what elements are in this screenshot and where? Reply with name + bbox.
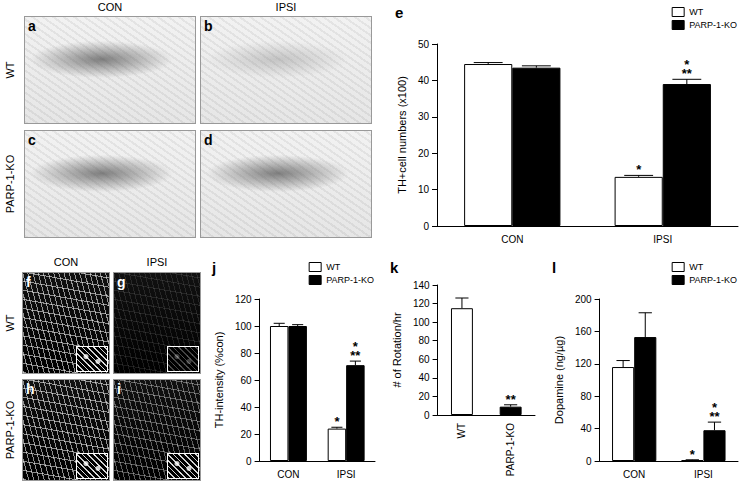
svg-text:20: 20 <box>418 148 430 159</box>
svg-text:IPSI: IPSI <box>694 469 713 480</box>
svg-text:TH+cell numbers (x100): TH+cell numbers (x100) <box>396 76 408 194</box>
html-text:WT: WT <box>4 314 16 332</box>
svg-text:CON: CON <box>501 234 523 245</box>
svg-text:CON: CON <box>623 469 645 480</box>
svg-text:40: 40 <box>418 75 430 86</box>
html-text:CON: CON <box>97 1 123 13</box>
svg-text:0: 0 <box>424 410 430 421</box>
html-text:b: b <box>204 18 213 34</box>
svg-text:160: 160 <box>575 326 592 337</box>
svg-text:20: 20 <box>418 391 430 402</box>
svg-text:100: 100 <box>413 317 430 328</box>
svg-text:k: k <box>390 259 399 276</box>
html-text:h: h <box>26 381 35 397</box>
svg-text:# of Rotation/hr: # of Rotation/hr <box>391 312 403 388</box>
svg-text:CON: CON <box>277 469 299 480</box>
svg-text:40: 40 <box>418 372 430 383</box>
svg-text:**: ** <box>709 409 720 424</box>
svg-text:Dopamine (ng/µg): Dopamine (ng/µg) <box>553 336 565 424</box>
svg-text:**: ** <box>682 66 693 81</box>
svg-text:100: 100 <box>235 321 252 332</box>
svg-text:140: 140 <box>413 280 430 291</box>
svg-text:40: 40 <box>580 423 592 434</box>
svg-text:200: 200 <box>575 294 592 305</box>
svg-text:WT: WT <box>689 262 703 272</box>
svg-text:WT: WT <box>689 7 703 17</box>
svg-text:*: * <box>690 447 696 462</box>
svg-text:120: 120 <box>235 294 252 305</box>
svg-text:e: e <box>395 4 403 21</box>
svg-text:**: ** <box>350 348 361 363</box>
svg-text:10: 10 <box>418 184 430 195</box>
svg-text:**: ** <box>506 392 517 407</box>
svg-text:PARP-1-KO: PARP-1-KO <box>689 275 737 285</box>
html-text:PARP-1-KO: PARP-1-KO <box>4 400 16 460</box>
svg-text:WT: WT <box>456 423 467 439</box>
svg-text:120: 120 <box>413 298 430 309</box>
svg-text:*: * <box>636 162 642 177</box>
svg-text:30: 30 <box>418 111 430 122</box>
html-text:f: f <box>26 274 31 290</box>
html-text:CON: CON <box>53 256 79 268</box>
svg-text:80: 80 <box>580 391 592 402</box>
html-text:i: i <box>117 381 121 397</box>
html-text:IPSI: IPSI <box>275 1 297 13</box>
svg-text:PARP-1-KO: PARP-1-KO <box>505 423 516 476</box>
svg-text:TH-intensity (%con): TH-intensity (%con) <box>213 332 225 429</box>
html-text:d: d <box>204 132 213 148</box>
svg-text:60: 60 <box>418 354 430 365</box>
svg-text:80: 80 <box>418 335 430 346</box>
svg-text:IPSI: IPSI <box>337 469 356 480</box>
svg-text:*: * <box>334 414 340 429</box>
html-text:IPSI: IPSI <box>146 256 168 268</box>
svg-text:l: l <box>552 259 556 276</box>
svg-text:0: 0 <box>246 456 252 467</box>
svg-text:IPSI: IPSI <box>653 234 672 245</box>
html-text:WT: WT <box>4 61 16 79</box>
svg-text:PARP-1-KO: PARP-1-KO <box>326 275 374 285</box>
svg-text:WT: WT <box>326 262 340 272</box>
html-text:PARP-1-KO: PARP-1-KO <box>4 154 16 214</box>
svg-text:0: 0 <box>423 221 429 232</box>
html-text:c: c <box>28 132 36 148</box>
svg-text:120: 120 <box>575 358 592 369</box>
svg-text:50: 50 <box>418 39 430 50</box>
svg-text:20: 20 <box>240 429 252 440</box>
svg-text:j: j <box>211 259 216 276</box>
svg-text:60: 60 <box>240 375 252 386</box>
svg-text:PARP-1-KO: PARP-1-KO <box>689 20 737 30</box>
svg-text:0: 0 <box>586 456 592 467</box>
html-text:g: g <box>117 274 126 290</box>
svg-text:40: 40 <box>240 402 252 413</box>
html-text:a: a <box>28 18 36 34</box>
svg-text:80: 80 <box>240 348 252 359</box>
